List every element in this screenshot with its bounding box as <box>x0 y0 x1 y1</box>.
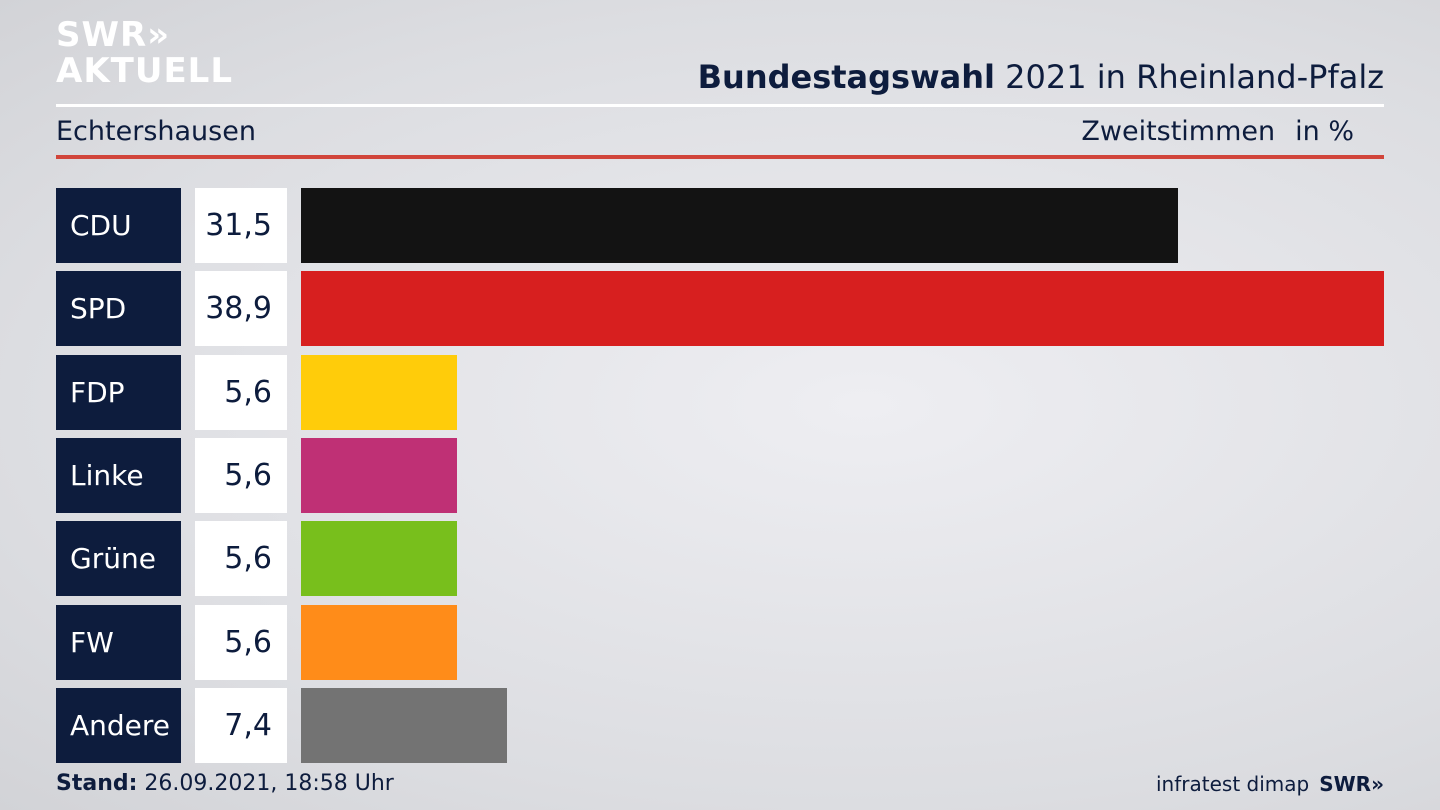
value-label: 5,6 <box>195 604 287 680</box>
chart-row: Grüne 5,6 <box>56 521 1384 597</box>
chart-row: SPD 38,9 <box>56 271 1384 347</box>
chart-row: Linke 5,6 <box>56 437 1384 513</box>
swr-brand: SWR» <box>1319 772 1384 796</box>
bar <box>301 437 457 513</box>
title-bold: Bundestagswahl <box>697 58 995 96</box>
party-label: FW <box>56 604 181 680</box>
place-name: Echtershausen <box>56 116 256 147</box>
stand-value: 26.09.2021, 18:58 Uhr <box>137 771 394 796</box>
logo-line-1: SWR» <box>56 15 171 55</box>
value-label: 31,5 <box>195 188 287 263</box>
party-label: Linke <box>56 437 181 513</box>
chart-row: FDP 5,6 <box>56 354 1384 430</box>
source-label: infratest dimap <box>1156 772 1310 796</box>
party-label: FDP <box>56 354 181 430</box>
bar <box>301 604 457 680</box>
timestamp: Stand: 26.09.2021, 18:58 Uhr <box>56 771 394 796</box>
chart-row: FW 5,6 <box>56 604 1384 680</box>
value-label: 5,6 <box>195 521 287 597</box>
logo-line-2: AKTUELL <box>56 51 234 91</box>
vote-type: Zweitstimmen <box>1081 116 1276 147</box>
party-label: Grüne <box>56 521 181 597</box>
source-credit: infratest dimap SWR» <box>1156 772 1384 796</box>
header-divider <box>56 104 1384 107</box>
page-title: Bundestagswahl 2021 in Rheinland-Pfalz <box>698 58 1384 96</box>
value-label: 5,6 <box>195 437 287 513</box>
party-label: Andere <box>56 687 181 763</box>
unit-label: in % <box>1295 116 1354 147</box>
value-label: 5,6 <box>195 354 287 430</box>
vote-type-label: Zweitstimmen in % <box>1081 116 1354 147</box>
party-label: CDU <box>56 188 181 263</box>
bar <box>301 687 507 763</box>
bar <box>301 271 1384 347</box>
swr-aktuell-logo: SWR» AKTUELL <box>56 18 233 88</box>
value-label: 7,4 <box>195 687 287 763</box>
accent-divider <box>56 155 1384 159</box>
value-label: 38,9 <box>195 271 287 347</box>
bar <box>301 354 457 430</box>
party-label: SPD <box>56 271 181 347</box>
chart-row: CDU 31,5 <box>56 188 1384 263</box>
bar <box>301 521 457 597</box>
title-rest: 2021 in Rheinland-Pfalz <box>995 58 1384 96</box>
bar <box>301 188 1178 263</box>
stand-label: Stand: <box>56 771 138 796</box>
chart-row: Andere 7,4 <box>56 687 1384 763</box>
